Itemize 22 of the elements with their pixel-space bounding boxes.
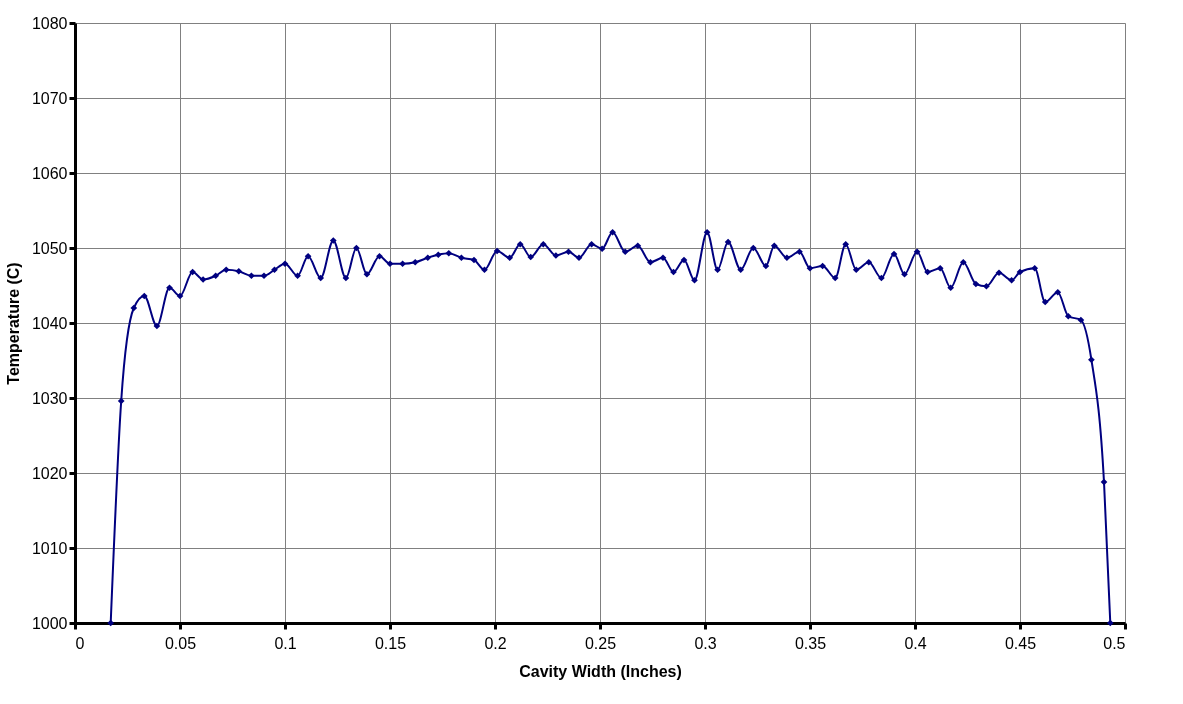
y-axis-title: Temperature (C) (4, 262, 22, 385)
x-axis-title: Cavity Width (Inches) (519, 662, 682, 680)
x-tick-label: 0.25 (584, 634, 617, 652)
y-tick-label: 1040 (31, 314, 68, 332)
x-tick-label: 0.35 (794, 634, 827, 652)
y-tick-label: 1020 (31, 464, 68, 482)
y-tick-label: 1080 (31, 14, 68, 32)
x-tick-label: 0.05 (164, 634, 197, 652)
x-tick-label: 0.1 (274, 634, 297, 652)
x-tick-label: 0.4 (904, 634, 927, 652)
y-tick-label: 1070 (31, 89, 68, 107)
x-tick-label: 0.5 (1103, 634, 1126, 652)
y-tick-label: 1000 (31, 614, 68, 632)
y-tick-label: 1010 (31, 539, 68, 557)
x-tick-label: 0 (75, 634, 85, 652)
y-tick-label: 1060 (31, 164, 68, 182)
y-tick-label: 1050 (31, 239, 68, 257)
x-tick-label: 0.3 (694, 634, 717, 652)
x-tick-label: 0.15 (374, 634, 407, 652)
x-tick-label: 0.45 (1004, 634, 1037, 652)
x-tick-label: 0.2 (484, 634, 507, 652)
y-tick-label: 1030 (31, 389, 68, 407)
